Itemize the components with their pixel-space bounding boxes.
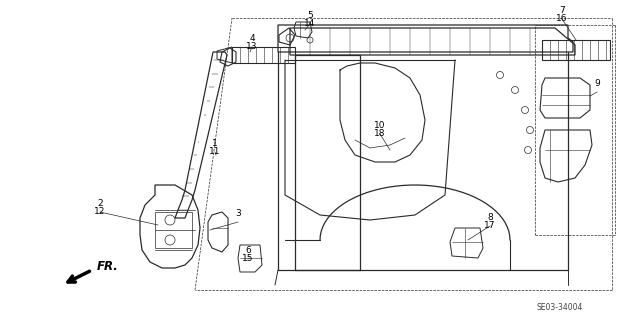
Text: 3: 3 [235,209,241,218]
Text: 6: 6 [245,246,251,255]
Text: 15: 15 [243,254,253,263]
Text: 2: 2 [97,199,103,208]
Text: 7: 7 [559,6,565,15]
Text: 11: 11 [209,147,221,156]
Text: SE03-34004: SE03-34004 [537,303,583,312]
Text: 13: 13 [246,42,258,51]
Text: 5: 5 [307,11,313,20]
Text: 4: 4 [249,34,255,43]
Text: 16: 16 [556,14,568,23]
Text: 14: 14 [304,19,316,28]
Text: 9: 9 [594,79,600,88]
Text: FR.: FR. [97,261,119,273]
Text: 12: 12 [94,207,106,216]
Text: 17: 17 [484,221,496,230]
Text: 18: 18 [374,129,386,138]
Text: 10: 10 [374,121,386,130]
Text: 8: 8 [487,213,493,222]
Text: 1: 1 [212,139,218,148]
